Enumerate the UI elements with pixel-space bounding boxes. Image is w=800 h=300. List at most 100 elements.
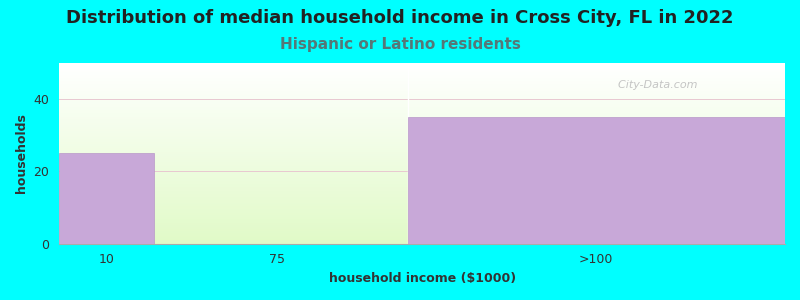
Bar — [59, 147, 785, 148]
Text: City-Data.com: City-Data.com — [610, 80, 698, 90]
Bar — [59, 152, 785, 153]
Bar — [59, 135, 785, 136]
Bar — [59, 102, 785, 103]
Bar — [59, 157, 785, 158]
Bar — [59, 200, 785, 202]
Bar — [59, 174, 785, 175]
Bar — [59, 194, 785, 196]
Bar — [59, 234, 785, 235]
Bar — [59, 205, 785, 206]
Bar — [59, 169, 785, 170]
Bar — [59, 220, 785, 221]
Bar — [59, 117, 785, 119]
Bar — [59, 182, 785, 184]
Bar — [59, 97, 785, 98]
Bar — [59, 206, 785, 208]
Bar — [59, 122, 785, 123]
Bar — [59, 165, 785, 166]
Bar — [59, 176, 785, 178]
Bar — [59, 148, 785, 150]
Bar — [59, 118, 785, 120]
Bar — [59, 212, 785, 214]
Bar — [59, 128, 785, 129]
Bar — [59, 116, 785, 117]
Bar — [59, 75, 785, 76]
Bar — [59, 132, 785, 133]
Bar — [59, 156, 785, 157]
Bar — [59, 221, 785, 222]
Bar — [59, 154, 785, 156]
Bar — [59, 208, 785, 209]
Text: Hispanic or Latino residents: Hispanic or Latino residents — [279, 38, 521, 52]
Bar — [59, 67, 785, 68]
Bar — [59, 104, 785, 105]
Bar — [59, 138, 785, 139]
Bar — [59, 171, 785, 172]
Bar — [59, 94, 785, 95]
Bar — [59, 203, 785, 204]
Bar — [59, 114, 785, 115]
Bar — [59, 95, 785, 97]
Bar — [59, 71, 785, 73]
Bar — [59, 83, 785, 85]
Bar — [59, 76, 785, 77]
Bar — [59, 92, 785, 93]
Bar — [59, 133, 785, 134]
Bar — [59, 85, 785, 86]
Bar — [59, 193, 785, 194]
Bar — [59, 178, 785, 179]
Bar — [59, 192, 785, 193]
Bar — [59, 187, 785, 188]
Bar — [59, 82, 785, 83]
Bar — [59, 235, 785, 236]
Bar — [59, 227, 785, 228]
Bar — [59, 111, 785, 112]
Bar — [59, 80, 785, 81]
Bar — [59, 158, 785, 159]
Bar — [59, 81, 785, 82]
Bar — [59, 204, 785, 205]
Bar — [59, 242, 785, 244]
Bar — [59, 197, 785, 198]
Bar — [59, 141, 785, 142]
Bar — [59, 168, 785, 169]
Bar — [59, 218, 785, 220]
Bar — [59, 172, 785, 174]
Bar — [59, 123, 785, 124]
Bar — [407, 117, 785, 244]
Bar — [59, 162, 785, 163]
Bar — [59, 121, 785, 122]
Bar — [59, 229, 785, 230]
Bar — [59, 130, 785, 132]
Bar — [59, 108, 785, 109]
Bar — [59, 239, 785, 240]
Bar — [59, 215, 785, 216]
Bar — [59, 93, 785, 94]
Bar — [59, 230, 785, 232]
Bar — [59, 136, 785, 138]
Bar — [59, 140, 785, 141]
Bar — [59, 191, 785, 192]
Bar — [59, 216, 785, 217]
Bar — [59, 185, 785, 186]
Bar — [59, 89, 785, 91]
Bar — [59, 70, 785, 71]
Bar — [59, 224, 785, 226]
Bar — [59, 184, 785, 185]
Bar — [59, 142, 785, 144]
Bar — [59, 144, 785, 145]
Bar — [59, 188, 785, 190]
Bar — [59, 124, 785, 126]
Bar — [59, 64, 785, 65]
Bar — [59, 163, 785, 164]
Bar — [59, 63, 785, 64]
Bar — [59, 65, 785, 67]
Bar — [59, 196, 785, 197]
Bar — [59, 170, 785, 171]
Bar — [59, 87, 785, 88]
Bar — [59, 209, 785, 210]
Bar — [59, 232, 785, 233]
Bar — [59, 145, 785, 146]
Bar — [59, 110, 785, 111]
Bar — [59, 236, 785, 238]
